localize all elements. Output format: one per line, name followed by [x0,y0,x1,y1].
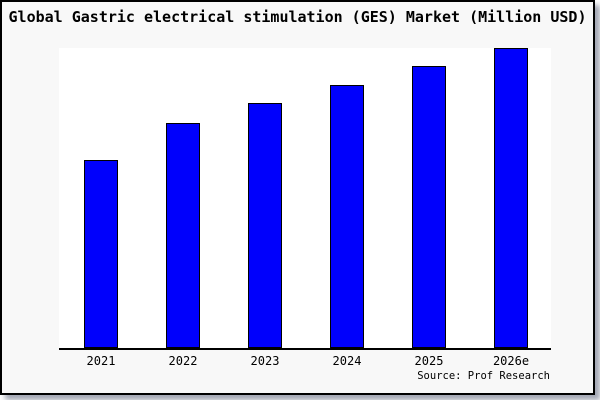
chart-window-frame: Global Gastric electrical stimulation (G… [0,0,595,395]
bar-2026e [494,48,528,348]
bar-2025 [412,66,446,348]
x-tick-label-2022: 2022 [168,354,198,368]
chart-title: Global Gastric electrical stimulation (G… [8,8,587,26]
source-note: Source: Prof Research [417,370,550,382]
x-tick-label-2023: 2023 [250,354,280,368]
bar-2024 [330,85,364,348]
bar-2021 [84,160,118,348]
x-tick-label-2025: 2025 [414,354,444,368]
x-tick-label-2021: 2021 [86,354,116,368]
bar-2022 [166,123,200,348]
plot-area [59,48,551,350]
x-tick-label-2026e: 2026e [492,354,530,368]
bar-2023 [248,103,282,348]
x-tick-label-2024: 2024 [332,354,362,368]
